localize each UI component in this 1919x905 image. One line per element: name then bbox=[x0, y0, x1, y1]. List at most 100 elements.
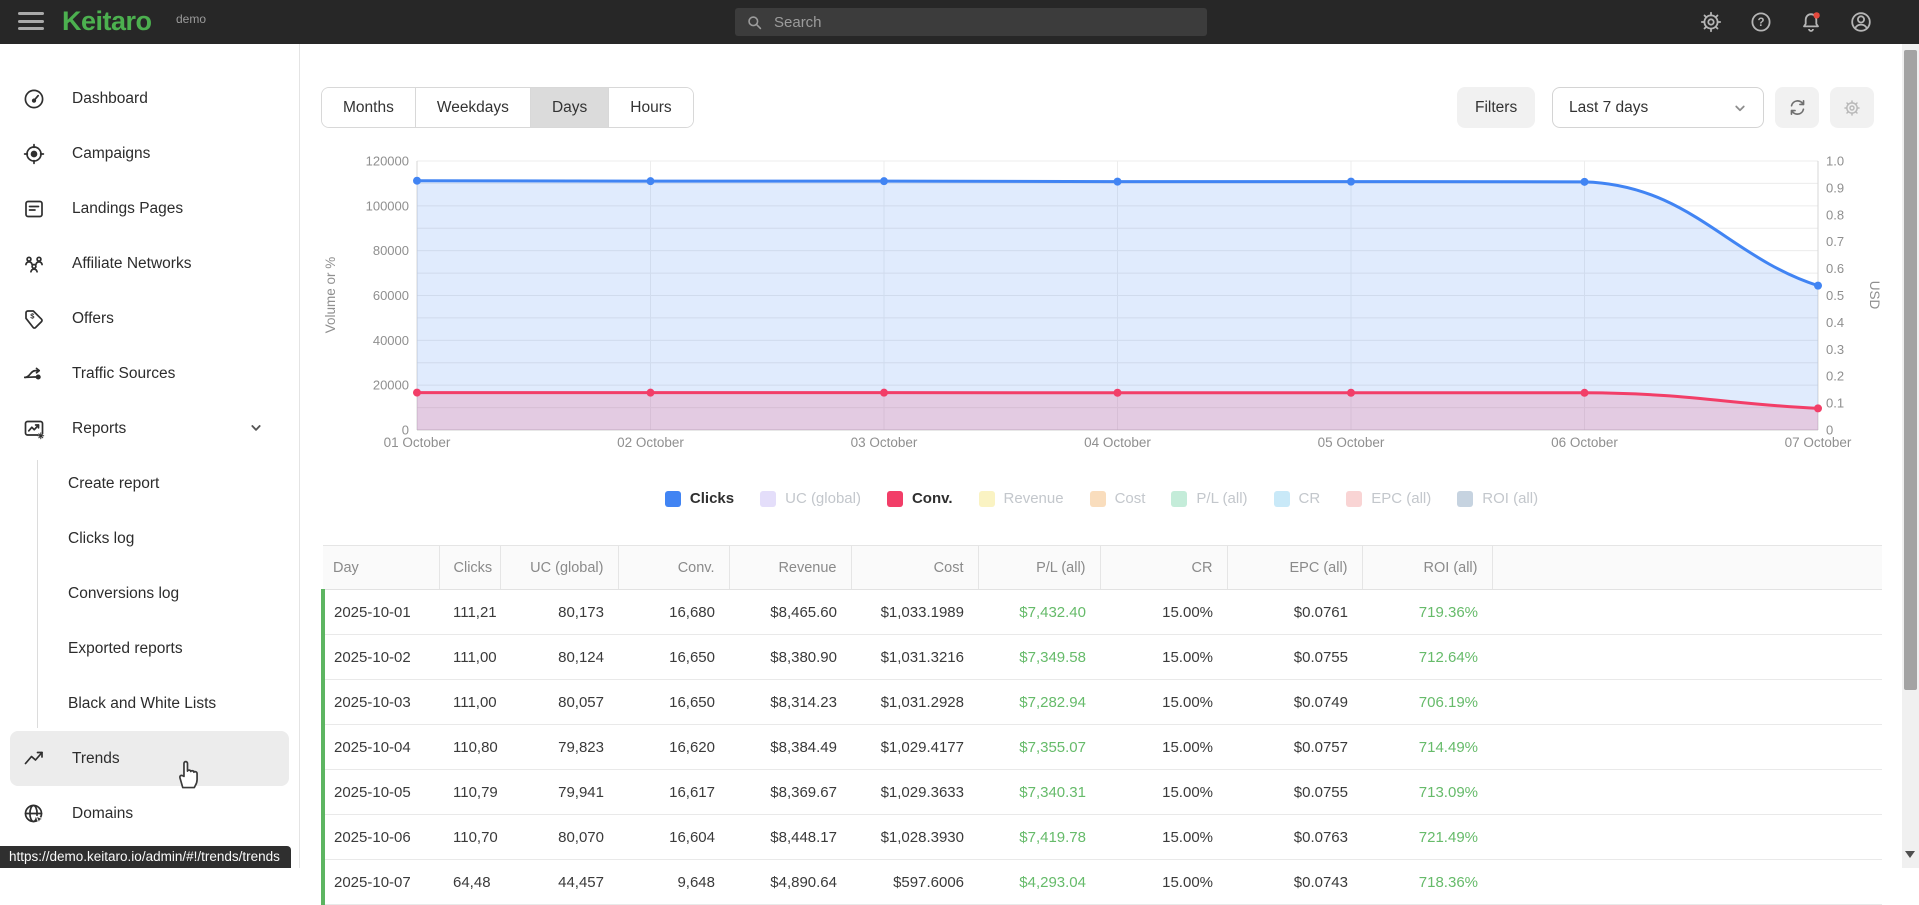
tab-hours[interactable]: Hours bbox=[609, 88, 692, 127]
cell-conv: 16,604 bbox=[618, 815, 729, 860]
sidebar-item-dashboard[interactable]: Dashboard bbox=[10, 71, 289, 126]
chevron-down-icon[interactable] bbox=[245, 417, 267, 439]
refresh-button[interactable] bbox=[1775, 87, 1819, 128]
user-avatar-icon[interactable] bbox=[1849, 10, 1873, 34]
column-header-roi-all[interactable]: ROI (all) bbox=[1362, 546, 1492, 590]
svg-text:1.0: 1.0 bbox=[1826, 154, 1844, 169]
svg-text:0.8: 0.8 bbox=[1826, 207, 1844, 222]
sidebar-item-label: Affiliate Networks bbox=[72, 255, 191, 273]
cell-epc-all: $0.0757 bbox=[1227, 725, 1362, 770]
search-input[interactable] bbox=[774, 14, 1197, 31]
legend-item-conv[interactable]: Conv. bbox=[887, 490, 953, 507]
cell-revenue: $8,384.49 bbox=[729, 725, 851, 770]
cell-cr: 15.00% bbox=[1100, 815, 1227, 860]
legend-label: CR bbox=[1299, 490, 1321, 507]
cell-roi-all: 714.49% bbox=[1362, 725, 1492, 770]
tab-months[interactable]: Months bbox=[322, 88, 416, 127]
sidebar-item-campaigns[interactable]: Campaigns bbox=[10, 126, 289, 181]
tab-days[interactable]: Days bbox=[531, 88, 609, 127]
cell-cost: $1,031.2928 bbox=[851, 680, 978, 725]
notifications-bell-icon[interactable] bbox=[1799, 10, 1823, 34]
svg-text:0.6: 0.6 bbox=[1826, 261, 1844, 276]
column-header-uc-global[interactable]: UC (global) bbox=[500, 546, 618, 590]
cell-p-l-all: $7,432.40 bbox=[978, 590, 1100, 635]
cell-revenue: $4,890.64 bbox=[729, 860, 851, 905]
legend-label: Cost bbox=[1115, 490, 1146, 507]
sidebar-item-exported-reports[interactable]: Exported reports bbox=[10, 621, 289, 676]
sidebar-item-conversions-log[interactable]: Conversions log bbox=[10, 566, 289, 621]
column-header-conv[interactable]: Conv. bbox=[618, 546, 729, 590]
column-header-cr[interactable]: CR bbox=[1100, 546, 1227, 590]
legend-swatch bbox=[665, 491, 681, 507]
help-icon[interactable]: ? bbox=[1749, 10, 1773, 34]
sidebar-item-label: Conversions log bbox=[68, 585, 179, 603]
sidebar-item-label: Landings Pages bbox=[72, 200, 183, 218]
legend-item-uc-global[interactable]: UC (global) bbox=[760, 490, 861, 507]
sidebar-item-domains[interactable]: Domains bbox=[10, 786, 289, 841]
cell-epc-all: $0.0755 bbox=[1227, 770, 1362, 815]
legend-item-roi-all[interactable]: ROI (all) bbox=[1457, 490, 1538, 507]
column-header-clicks[interactable]: Clicks bbox=[439, 546, 500, 590]
cell-clicks: 110,70 bbox=[439, 815, 500, 860]
demo-badge: demo bbox=[176, 12, 206, 26]
sidebar-item-create-report[interactable]: Create report bbox=[10, 456, 289, 511]
cell-clicks: 110,79 bbox=[439, 770, 500, 815]
svg-text:60000: 60000 bbox=[373, 288, 409, 303]
svg-text:Volume or %: Volume or % bbox=[323, 257, 338, 334]
column-header-day[interactable]: Day bbox=[323, 546, 439, 590]
cell-clicks: 64,48 bbox=[439, 860, 500, 905]
search-icon bbox=[745, 13, 764, 32]
cell-cost: $1,029.4177 bbox=[851, 725, 978, 770]
svg-text:80000: 80000 bbox=[373, 243, 409, 258]
sidebar-item-landings-pages[interactable]: Landings Pages bbox=[10, 181, 289, 236]
column-header-p-l-all[interactable]: P/L (all) bbox=[978, 546, 1100, 590]
cell-day: 2025-10-07 bbox=[323, 860, 439, 905]
legend-swatch bbox=[1274, 491, 1290, 507]
sidebar-item-reports[interactable]: Reports bbox=[10, 401, 289, 456]
column-header-revenue[interactable]: Revenue bbox=[729, 546, 851, 590]
cell-cr: 15.00% bbox=[1100, 860, 1227, 905]
svg-text:20000: 20000 bbox=[373, 378, 409, 393]
trends-line-chart[interactable]: 02000040000600008000010000012000000.10.2… bbox=[321, 125, 1882, 465]
legend-item-cost[interactable]: Cost bbox=[1090, 490, 1146, 507]
scrollbar-thumb[interactable] bbox=[1904, 50, 1917, 690]
chart-settings-button[interactable] bbox=[1830, 87, 1874, 128]
column-header-cost[interactable]: Cost bbox=[851, 546, 978, 590]
status-url-tooltip: https://demo.keitaro.io/admin/#!/trends/… bbox=[0, 846, 291, 868]
hamburger-menu-icon[interactable] bbox=[18, 12, 44, 32]
trends-icon bbox=[22, 747, 46, 771]
legend-swatch bbox=[760, 491, 776, 507]
legend-item-p-l-all[interactable]: P/L (all) bbox=[1171, 490, 1247, 507]
filters-button[interactable]: Filters bbox=[1457, 87, 1535, 128]
cell-p-l-all: $4,293.04 bbox=[978, 860, 1100, 905]
svg-text:USD: USD bbox=[1867, 281, 1882, 310]
sidebar-item-label: Reports bbox=[72, 420, 126, 438]
sidebar-item-offers[interactable]: $Offers bbox=[10, 291, 289, 346]
cell-roi-all: 718.36% bbox=[1362, 860, 1492, 905]
legend-item-clicks[interactable]: Clicks bbox=[665, 490, 734, 507]
settings-gear-icon[interactable] bbox=[1699, 10, 1723, 34]
legend-item-cr[interactable]: CR bbox=[1274, 490, 1321, 507]
sidebar-item-label: Create report bbox=[68, 475, 159, 493]
cell-cr: 15.00% bbox=[1100, 770, 1227, 815]
cell-revenue: $8,465.60 bbox=[729, 590, 851, 635]
cell-clicks: 111,21 bbox=[439, 590, 500, 635]
date-range-value: Last 7 days bbox=[1569, 99, 1648, 117]
sidebar-item-trends[interactable]: Trends bbox=[10, 731, 289, 786]
legend-label: Clicks bbox=[690, 490, 734, 507]
sidebar-item-affiliate-networks[interactable]: Affiliate Networks bbox=[10, 236, 289, 291]
legend-label: P/L (all) bbox=[1196, 490, 1247, 507]
date-range-select[interactable]: Last 7 days bbox=[1552, 87, 1764, 128]
svg-text:07 October: 07 October bbox=[1785, 435, 1852, 450]
page-scrollbar bbox=[1902, 44, 1919, 868]
column-header-epc-all[interactable]: EPC (all) bbox=[1227, 546, 1362, 590]
sidebar-item-traffic-sources[interactable]: Traffic Sources bbox=[10, 346, 289, 401]
sidebar-item-clicks-log[interactable]: Clicks log bbox=[10, 511, 289, 566]
tab-weekdays[interactable]: Weekdays bbox=[416, 88, 531, 127]
sidebar-item-black-and-white-lists[interactable]: Black and White Lists bbox=[10, 676, 289, 731]
legend-item-revenue[interactable]: Revenue bbox=[979, 490, 1064, 507]
legend-item-epc-all[interactable]: EPC (all) bbox=[1346, 490, 1431, 507]
scrollbar-down-arrow[interactable] bbox=[1905, 851, 1915, 863]
search-box[interactable] bbox=[735, 8, 1207, 36]
